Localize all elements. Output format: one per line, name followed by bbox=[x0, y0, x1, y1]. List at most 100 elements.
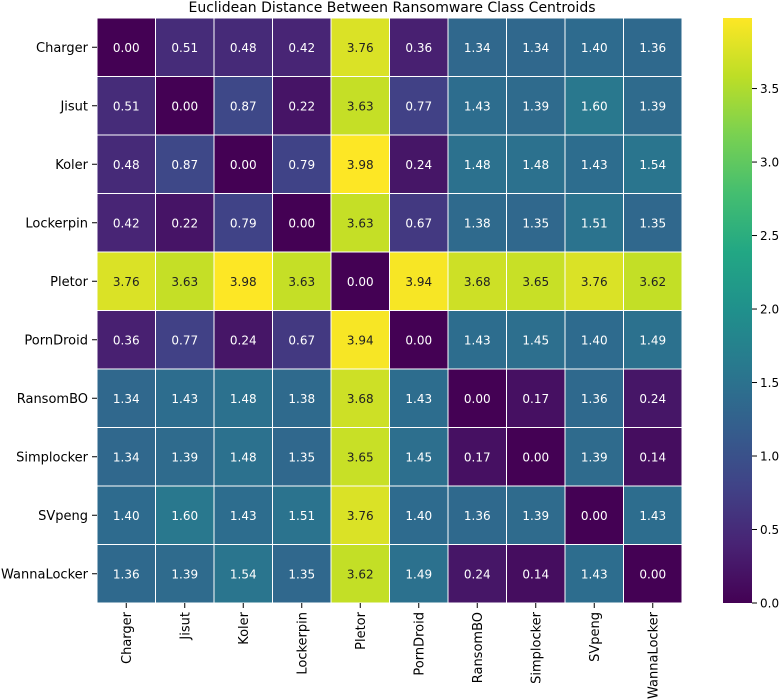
cell-value-label: 1.35 bbox=[639, 216, 666, 230]
cell-value-label: 1.34 bbox=[522, 41, 549, 55]
cell-value-label: 1.45 bbox=[522, 333, 549, 347]
heatmap-cell-jisut-ransombo bbox=[447, 76, 507, 136]
heatmap-cell-wannalocker-lockerpin bbox=[272, 544, 332, 604]
y-tick-label-lockerpin: Lockerpin bbox=[25, 216, 88, 231]
y-tick-label-simplocker: Simplocker bbox=[16, 450, 89, 465]
heatmap-cell-pletor-wannalocker bbox=[623, 251, 683, 311]
cell-value-label: 1.39 bbox=[171, 450, 198, 464]
y-tick-label-ransombo: RansomBO bbox=[17, 392, 88, 407]
colorbar-tick-label: 0.0 bbox=[760, 597, 779, 611]
cell-value-label: 1.60 bbox=[581, 99, 608, 113]
cell-value-label: 1.38 bbox=[288, 392, 315, 406]
cell-value-label: 0.87 bbox=[230, 99, 257, 113]
cell-value-label: 0.79 bbox=[288, 158, 315, 172]
x-tick-label-koler: Koler bbox=[237, 611, 252, 644]
cell-value-label: 3.76 bbox=[347, 41, 374, 55]
x-tick-label-svpeng: SVpeng bbox=[588, 612, 603, 662]
cell-value-label: 1.49 bbox=[405, 567, 432, 581]
cell-value-label: 3.76 bbox=[347, 509, 374, 523]
heatmap-cell-jisut-simplocker bbox=[506, 76, 566, 136]
heatmap-cell-simplocker-ransombo bbox=[447, 427, 507, 487]
cell-value-label: 1.48 bbox=[230, 392, 257, 406]
heatmap-cell-koler-svpeng bbox=[564, 134, 624, 194]
cell-value-label: 1.40 bbox=[405, 509, 432, 523]
y-tick-label-koler: Koler bbox=[55, 158, 88, 173]
heatmap-cell-koler-ransombo bbox=[447, 134, 507, 194]
cell-value-label: 0.87 bbox=[171, 158, 198, 172]
heatmap-cell-koler-pletor bbox=[330, 134, 390, 194]
cell-value-label: 1.43 bbox=[581, 567, 608, 581]
heatmap-cell-simplocker-svpeng bbox=[564, 427, 624, 487]
x-tick-label-jisut: Jisut bbox=[178, 612, 193, 641]
cell-value-label: 3.63 bbox=[171, 275, 198, 289]
cell-value-label: 0.77 bbox=[171, 333, 198, 347]
heatmap-cell-lockerpin-porndroid bbox=[389, 193, 449, 253]
heatmap-cell-svpeng-svpeng bbox=[564, 485, 624, 545]
x-tick-label-pletor: Pletor bbox=[354, 611, 369, 650]
cell-value-label: 0.36 bbox=[405, 41, 432, 55]
heatmap-cell-ransombo-porndroid bbox=[389, 368, 449, 428]
cell-value-label: 3.62 bbox=[347, 567, 374, 581]
y-tick-label-wannalocker: WannaLocker bbox=[1, 567, 89, 582]
heatmap-cell-svpeng-jisut bbox=[155, 485, 215, 545]
heatmap-cell-svpeng-koler bbox=[213, 485, 273, 545]
y-tick-label-porndroid: PornDroid bbox=[24, 333, 88, 348]
cell-value-label: 1.39 bbox=[639, 99, 666, 113]
heatmap-cell-ransombo-wannalocker bbox=[623, 368, 683, 428]
heatmap-cell-ransombo-simplocker bbox=[506, 368, 566, 428]
heatmap-cell-svpeng-lockerpin bbox=[272, 485, 332, 545]
cell-value-label: 0.00 bbox=[347, 275, 374, 289]
cell-value-label: 1.43 bbox=[405, 392, 432, 406]
heatmap-cell-porndroid-pletor bbox=[330, 310, 390, 370]
cell-value-label: 0.17 bbox=[522, 392, 549, 406]
cell-value-label: 1.35 bbox=[522, 216, 549, 230]
cell-value-label: 3.63 bbox=[347, 216, 374, 230]
cell-value-label: 1.34 bbox=[113, 392, 140, 406]
heatmap-cell-porndroid-porndroid bbox=[389, 310, 449, 370]
heatmap-cell-pletor-pletor bbox=[330, 251, 390, 311]
heatmap-cell-ransombo-charger bbox=[96, 368, 156, 428]
x-tick-label-charger: Charger bbox=[120, 611, 135, 664]
heatmap-cell-svpeng-pletor bbox=[330, 485, 390, 545]
cell-value-label: 0.42 bbox=[113, 216, 140, 230]
heatmap-cell-koler-simplocker bbox=[506, 134, 566, 194]
cell-value-label: 1.39 bbox=[581, 450, 608, 464]
heatmap-cell-koler-wannalocker bbox=[623, 134, 683, 194]
x-tick-label-lockerpin: Lockerpin bbox=[295, 612, 310, 675]
heatmap-cell-wannalocker-svpeng bbox=[564, 544, 624, 604]
x-tick-label-porndroid: PornDroid bbox=[412, 612, 427, 676]
heatmap-cell-simplocker-lockerpin bbox=[272, 427, 332, 487]
colorbar-ticks: 0.0 0.5 1.0 1.5 2.0 2.5 3.0 3.5 bbox=[752, 82, 779, 611]
cell-value-label: 0.22 bbox=[288, 99, 315, 113]
heatmap-cell-simplocker-simplocker bbox=[506, 427, 566, 487]
cell-value-label: 0.00 bbox=[522, 450, 549, 464]
cell-value-label: 1.40 bbox=[113, 509, 140, 523]
heatmap-cell-pletor-jisut bbox=[155, 251, 215, 311]
cell-value-label: 0.00 bbox=[230, 158, 257, 172]
heatmap-cell-charger-jisut bbox=[155, 17, 215, 77]
heatmap-cell-jisut-lockerpin bbox=[272, 76, 332, 136]
cell-value-label: 0.00 bbox=[464, 392, 491, 406]
cell-value-label: 1.36 bbox=[581, 392, 608, 406]
colorbar-tick-label: 2.5 bbox=[760, 229, 779, 243]
heatmap-cell-charger-charger bbox=[96, 17, 156, 77]
cell-value-label: 0.79 bbox=[230, 216, 257, 230]
heatmap-cell-pletor-simplocker bbox=[506, 251, 566, 311]
cell-value-label: 0.51 bbox=[171, 41, 198, 55]
cell-value-label: 1.43 bbox=[464, 333, 491, 347]
x-tick-label-ransombo: RansomBO bbox=[471, 612, 486, 683]
heatmap-cell-svpeng-wannalocker bbox=[623, 485, 683, 545]
y-tick-label-svpeng: SVpeng bbox=[38, 509, 88, 524]
cell-value-label: 1.48 bbox=[522, 158, 549, 172]
heatmap-cell-jisut-jisut bbox=[155, 76, 215, 136]
cell-value-label: 0.00 bbox=[113, 41, 140, 55]
heatmap-cell-lockerpin-wannalocker bbox=[623, 193, 683, 253]
heatmap-cell-pletor-koler bbox=[213, 251, 273, 311]
cell-value-label: 0.00 bbox=[171, 99, 198, 113]
cell-value-label: 0.67 bbox=[405, 216, 432, 230]
heatmap-cell-koler-jisut bbox=[155, 134, 215, 194]
cell-value-label: 1.45 bbox=[405, 450, 432, 464]
heatmap-cell-lockerpin-ransombo bbox=[447, 193, 507, 253]
cell-value-label: 3.63 bbox=[288, 275, 315, 289]
cell-value-label: 1.48 bbox=[230, 450, 257, 464]
